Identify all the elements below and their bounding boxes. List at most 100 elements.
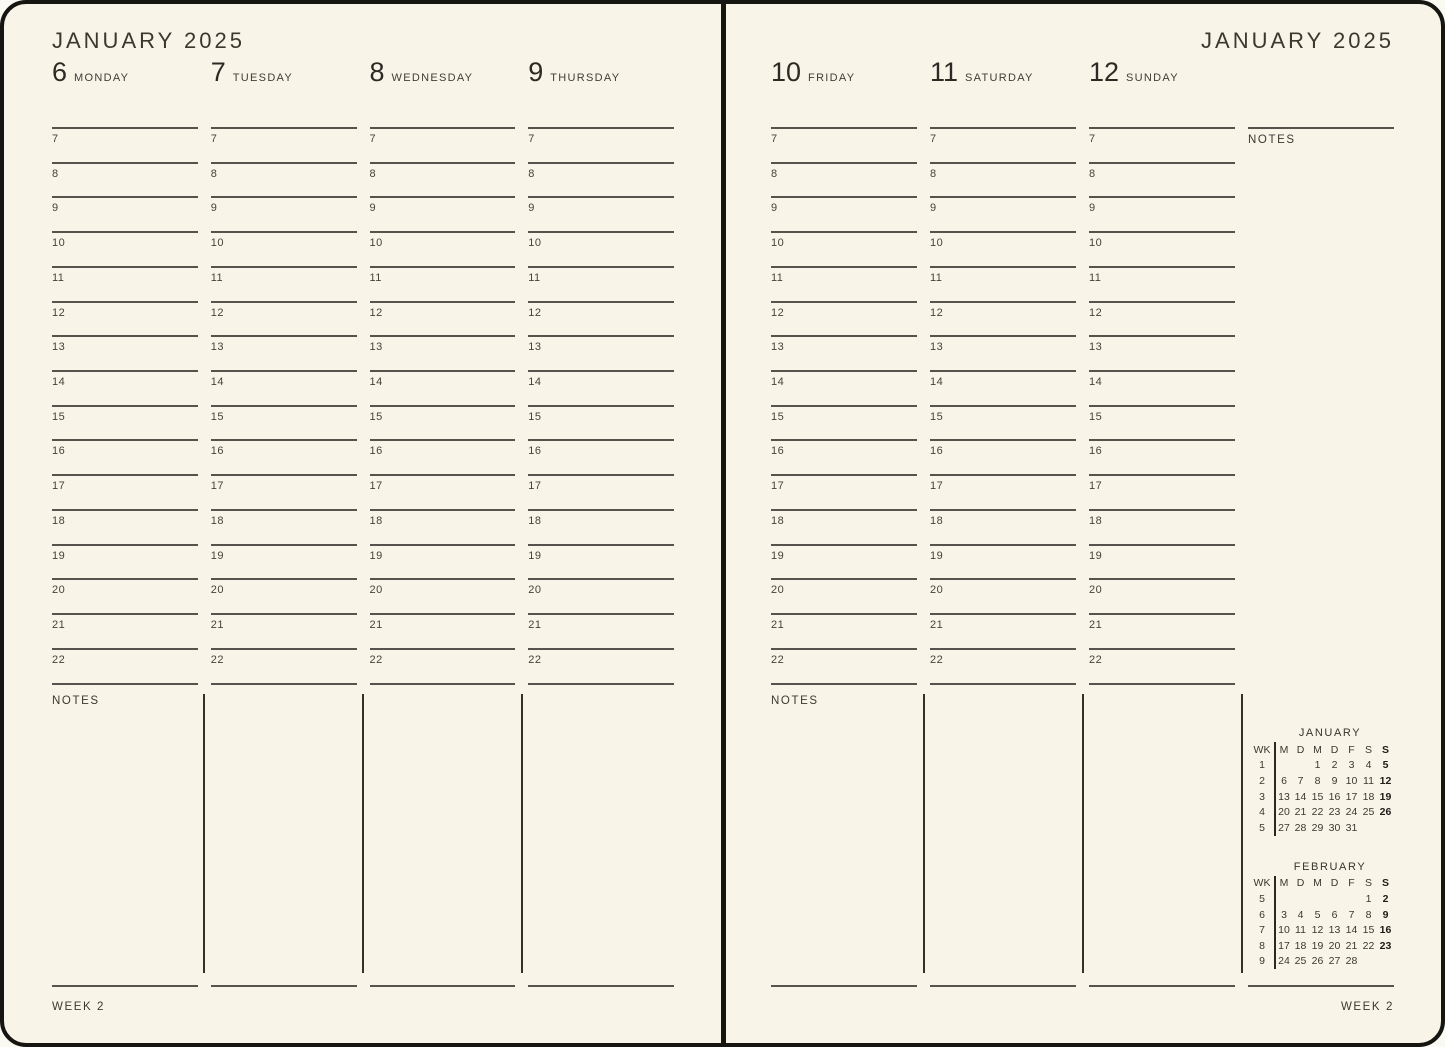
hour-slot: 18 <box>771 508 917 544</box>
hour-label: 21 <box>771 619 785 632</box>
right-page-columns: 10 FRIDAY 7 8 9 10 11 12 13 14 15 16 17 18 19 20 21 22 11 S… <box>771 58 1394 685</box>
hour-slot: 20 <box>930 578 1076 613</box>
hour-label: 16 <box>369 445 383 458</box>
hour-slot: 16 <box>528 439 674 474</box>
mini-calendar-week-row: 8 17 18 19 20 21 22 23 <box>1250 937 1394 954</box>
hour-label: 19 <box>52 549 66 562</box>
day-header: 6 MONDAY <box>52 58 198 127</box>
calendar-day: 28 <box>1294 821 1307 834</box>
week-number: 7 <box>1250 922 1276 938</box>
hour-slot: 12 <box>771 300 917 336</box>
hour-slot: 11 <box>930 265 1076 301</box>
calendar-day: 4 <box>1365 759 1372 772</box>
hour-label: 16 <box>1089 445 1103 458</box>
hour-label: 18 <box>1089 514 1103 527</box>
calendar-day: 18 <box>1362 790 1375 803</box>
hour-slot: 14 <box>528 370 674 405</box>
hour-label: 9 <box>771 202 778 215</box>
mini-calendar-grid: WK M D M D F S S 5 1 2 6 3 4 5 6 7 8 9 7 10 11 12 13 14 15 16 8 17 18… <box>1250 875 1394 970</box>
hour-slot: 17 <box>771 474 917 509</box>
hour-slot: 19 <box>369 543 516 579</box>
left-page: JANUARY 2025 6 MONDAY 7 8 9 10 11 12 13 14 15 16 17 1… <box>52 0 674 1047</box>
day-number: 7 <box>210 57 226 87</box>
day-letter: S <box>1381 877 1389 890</box>
hour-slot: 12 <box>1089 300 1235 336</box>
mini-calendar-week-row: 2 6 7 8 9 10 11 12 <box>1250 773 1394 789</box>
calendar-day: 18 <box>1294 939 1307 952</box>
hour-label: 7 <box>52 133 59 145</box>
calendar-day: 3 <box>1281 908 1287 921</box>
week-number: 6 <box>1250 906 1276 923</box>
day-header: 10 FRIDAY <box>771 58 917 127</box>
hour-label: 9 <box>210 202 218 215</box>
hour-label: 17 <box>771 480 785 493</box>
hour-label: 19 <box>528 549 542 562</box>
day-name: MONDAY <box>74 72 130 84</box>
hour-label: 20 <box>771 584 785 597</box>
day-letter: D <box>1296 877 1305 890</box>
hour-grid-end-line <box>1089 682 1235 685</box>
notes-cell <box>203 690 357 987</box>
hour-slot: 9 <box>930 196 1076 231</box>
hour-label: 8 <box>771 167 778 180</box>
mini-calendar-week-row: 5 27 28 29 30 31 <box>1250 819 1394 836</box>
hour-slot: 8 <box>369 161 516 197</box>
mini-calendar-grid: WK M D M D F S S 1 1 2 3 4 5 2 6 7 8 9 10 11 12 3 13 14 15 16 17 18 1… <box>1250 742 1394 836</box>
hour-slot: 15 <box>930 404 1076 440</box>
notes-top-column: NOTES <box>1248 58 1394 685</box>
week-number: 5 <box>1250 819 1276 836</box>
calendar-day: 9 <box>1331 774 1338 787</box>
calendar-day: 16 <box>1328 790 1341 803</box>
hour-label: 20 <box>52 584 66 597</box>
day-name: WEDNESDAY <box>391 72 474 84</box>
day-letter: M <box>1279 743 1289 756</box>
hour-slot: 7 <box>210 127 357 162</box>
hour-slot: 20 <box>52 578 198 613</box>
hour-slot: 16 <box>771 439 917 474</box>
hour-label: 11 <box>369 271 382 284</box>
hour-label: 8 <box>52 167 59 180</box>
day-number: 10 <box>771 57 802 87</box>
hour-label: 18 <box>369 514 383 527</box>
hour-label: 16 <box>528 445 542 458</box>
hour-grid: 7 8 9 10 11 12 13 14 15 16 17 18 19 20 21 22 <box>771 127 917 685</box>
day-column: 7 TUESDAY 7 8 9 10 11 12 13 14 15 16 17 18 19 20 21 22 <box>210 58 357 685</box>
calendar-day <box>1275 891 1292 907</box>
hour-label: 13 <box>771 341 785 354</box>
hour-label: 20 <box>930 584 944 597</box>
hour-label: 20 <box>369 584 383 597</box>
hour-slot: 17 <box>52 474 198 509</box>
hour-label: 20 <box>1089 584 1103 597</box>
hour-slot: 21 <box>930 613 1076 648</box>
calendar-day: 27 <box>1328 955 1341 968</box>
hour-label: 20 <box>210 584 224 597</box>
day-number: 12 <box>1089 57 1120 87</box>
calendar-day: 8 <box>1365 908 1372 921</box>
hour-label: 17 <box>369 480 383 493</box>
calendar-day: 13 <box>1278 790 1290 803</box>
hour-label: 16 <box>52 445 66 458</box>
calendar-day <box>1360 820 1377 836</box>
hour-label: 18 <box>930 514 944 527</box>
hour-label: 11 <box>1089 271 1102 284</box>
hour-slot: 13 <box>771 335 917 370</box>
hour-slot: 15 <box>528 404 674 440</box>
day-column: 11 SATURDAY 7 8 9 10 11 12 13 14 15 16 17 18 19 20 21 22 <box>930 58 1076 685</box>
calendar-day: 23 <box>1328 806 1341 819</box>
calendar-day: 29 <box>1311 821 1324 834</box>
day-letter: M <box>1313 743 1322 756</box>
hour-label: 22 <box>369 653 383 666</box>
day-letter: D <box>1296 743 1305 756</box>
hour-slot: 11 <box>210 265 357 301</box>
hour-slot: 9 <box>771 196 917 231</box>
mini-calendar-february: FEBRUARY WK M D M D F S S 5 1 2 6 3 4 5 6 7 8 9 7 10 11 12 13 14 1… <box>1248 861 1394 970</box>
week-number: 8 <box>1250 937 1276 954</box>
day-header: 7 TUESDAY <box>211 58 357 127</box>
notes-cell <box>362 690 516 987</box>
day-number: 6 <box>52 57 68 87</box>
right-page-notes: NOTES JANUARY WK M D M D F S S 1 1 2 3 4 5 2 6 7 8 9 10 11 12 3 1… <box>771 690 1394 987</box>
notes-column: NOTES <box>1248 127 1394 146</box>
calendar-day <box>1326 891 1343 907</box>
day-header: 12 SUNDAY <box>1089 58 1235 127</box>
page-title: JANUARY 2025 <box>52 28 245 53</box>
